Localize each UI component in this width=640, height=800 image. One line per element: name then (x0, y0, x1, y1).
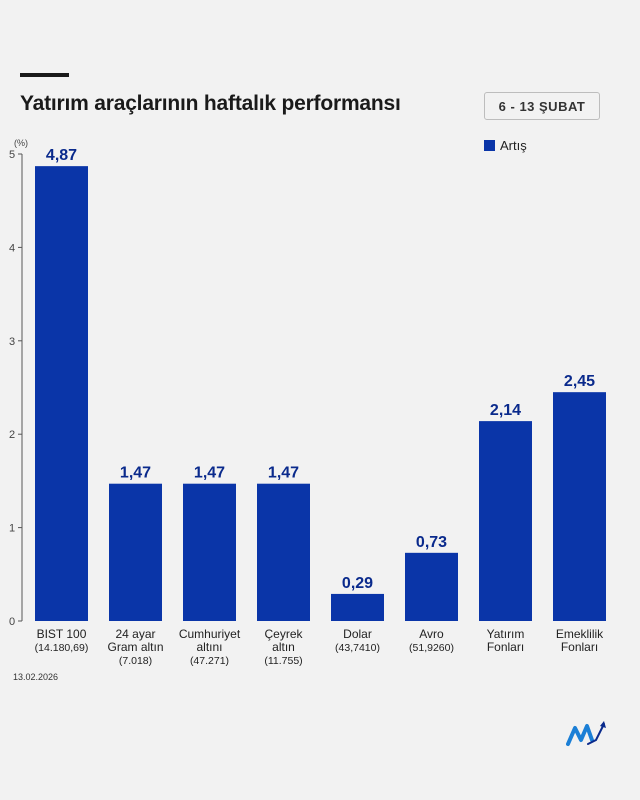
bar-value-label: 0,29 (342, 575, 373, 592)
bar (331, 593, 384, 621)
y-tick-label: 1 (9, 523, 15, 535)
category-label: 24 ayar Gram altın (7.018) (107, 627, 163, 667)
y-axis-label: (%) (14, 138, 28, 148)
bar-value-label: 2,14 (490, 402, 521, 419)
category-label: Cumhuriyet altını (47.271) (179, 627, 241, 667)
category-label: BIST 100 (14.180,69) (35, 627, 89, 654)
footer-date: 13.02.2026 (13, 672, 59, 682)
bar (257, 483, 310, 621)
bar (183, 483, 236, 621)
y-tick-label: 4 (9, 242, 15, 254)
y-tick-label: 2 (9, 429, 15, 441)
date-range-badge: 6 - 13 ŞUBAT (484, 92, 600, 120)
y-tick-label: 0 (9, 616, 15, 628)
bar (35, 166, 88, 621)
bar-value-label: 2,45 (564, 373, 595, 390)
bar (109, 483, 162, 621)
category-label: Avro (51,9260) (409, 627, 454, 654)
y-tick-label: 5 (9, 149, 15, 161)
category-label: Dolar (43,7410) (335, 627, 380, 654)
top-rule (20, 73, 69, 77)
legend-swatch (484, 140, 495, 151)
chart-legend: Artış (484, 138, 527, 153)
bar-chart: 0 1 2 3 4 5(%) 4,87 BIST 100 (14.180,69) 1,47 24 a… (9, 138, 606, 667)
y-tick-label: 3 (9, 336, 15, 348)
bar (405, 552, 458, 621)
legend-label: Artış (500, 138, 527, 153)
bar-value-label: 1,47 (268, 465, 299, 482)
bar (553, 392, 606, 621)
category-label: Emeklilik Fonları (556, 627, 604, 654)
bar-value-label: 0,73 (416, 534, 447, 551)
bar-value-label: 1,47 (120, 465, 151, 482)
bar-value-label: 4,87 (46, 147, 77, 164)
bar-value-label: 1,47 (194, 465, 225, 482)
brand-logo-icon (566, 721, 606, 746)
category-label: Yatırım Fonları (487, 627, 525, 654)
page-title: Yatırım araçlarının haftalık performansı (20, 92, 401, 115)
bar (479, 421, 532, 621)
category-label: Çeyrek altın (11.755) (264, 627, 303, 667)
